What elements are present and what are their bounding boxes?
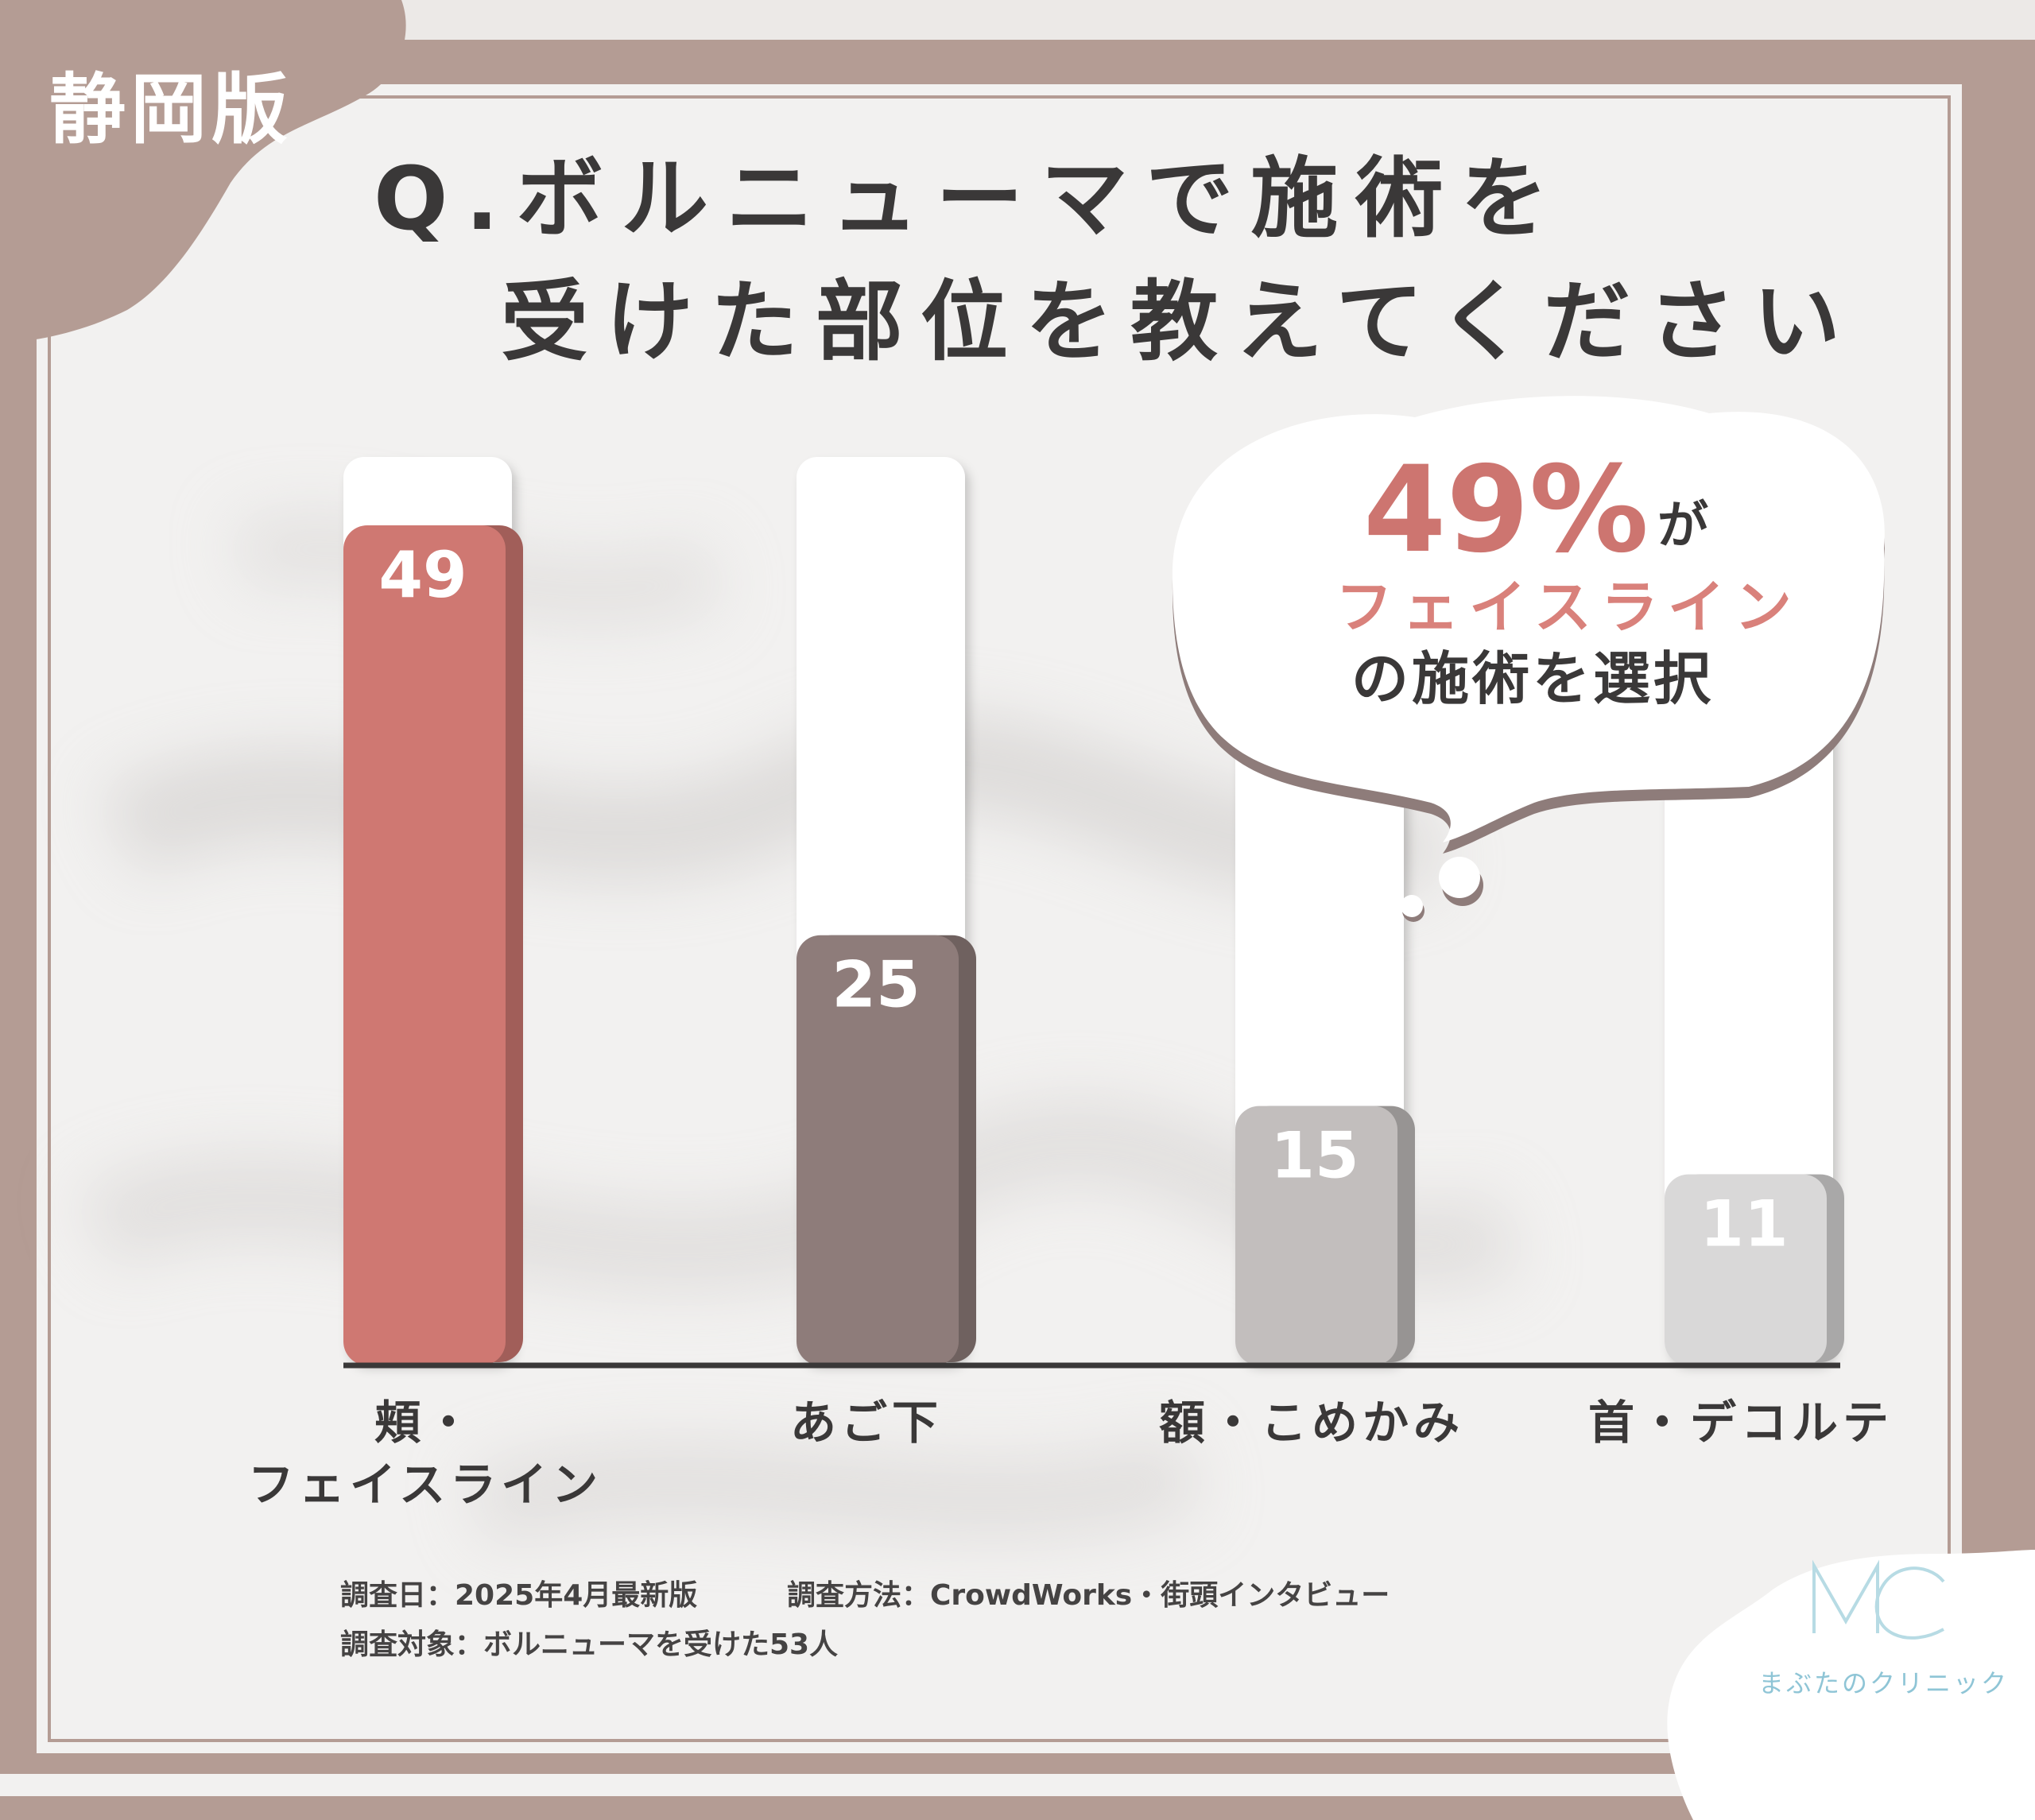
callout-bubble: [1172, 396, 1885, 922]
callout-text: の施術を選択: [1351, 645, 1715, 712]
callout-highlight: フェイスライン: [1335, 574, 1801, 641]
callout-particle: が: [1657, 497, 1708, 556]
frame-line-inner: [48, 95, 1951, 1742]
bar-value-label: 25: [831, 948, 920, 1022]
bar: [797, 935, 959, 1365]
category-label: 首・デコルテ: [1588, 1396, 1894, 1450]
survey-target: 調査対象：ボルニューマを受けた53人: [340, 1628, 839, 1661]
region-badge: 静岡版: [49, 65, 293, 154]
logo-name: まぶたのクリニック: [1758, 1668, 2010, 1698]
category-label: フェイスライン: [248, 1458, 603, 1512]
logo-mark: [1812, 1559, 1945, 1640]
question-title-line2: 受けた部位を教えてください: [501, 271, 1859, 373]
bar: [1235, 1106, 1397, 1365]
frame-line-outer: [30, 78, 1968, 1760]
category-label: あご下: [790, 1396, 943, 1450]
survey-method: 調査方法：CrowdWorks・街頭インタビュー: [787, 1579, 1390, 1612]
callout-dot-large: [1439, 857, 1480, 898]
callout-dot-small: [1401, 895, 1423, 917]
category-label: 頬・: [374, 1396, 476, 1450]
bar: [343, 525, 506, 1365]
logo-blob: [1667, 1550, 2035, 1820]
callout-percent: 49%: [1363, 441, 1649, 579]
callout-bubble-body: [1172, 396, 1885, 843]
bar-value-label: 11: [1700, 1187, 1788, 1261]
bar-value-label: 15: [1270, 1119, 1359, 1193]
bar-value-label: 49: [378, 538, 467, 612]
bottom-strip-band: [0, 1796, 1828, 1820]
question-title-line1: Q.ボルニューマで施術を: [374, 148, 1566, 250]
survey-date: 調査日：2025年4月最新版: [340, 1579, 698, 1612]
category-label: 額・こめかみ: [1159, 1396, 1464, 1450]
bar: [1665, 1174, 1827, 1365]
region-badge-shape: [0, 0, 406, 343]
